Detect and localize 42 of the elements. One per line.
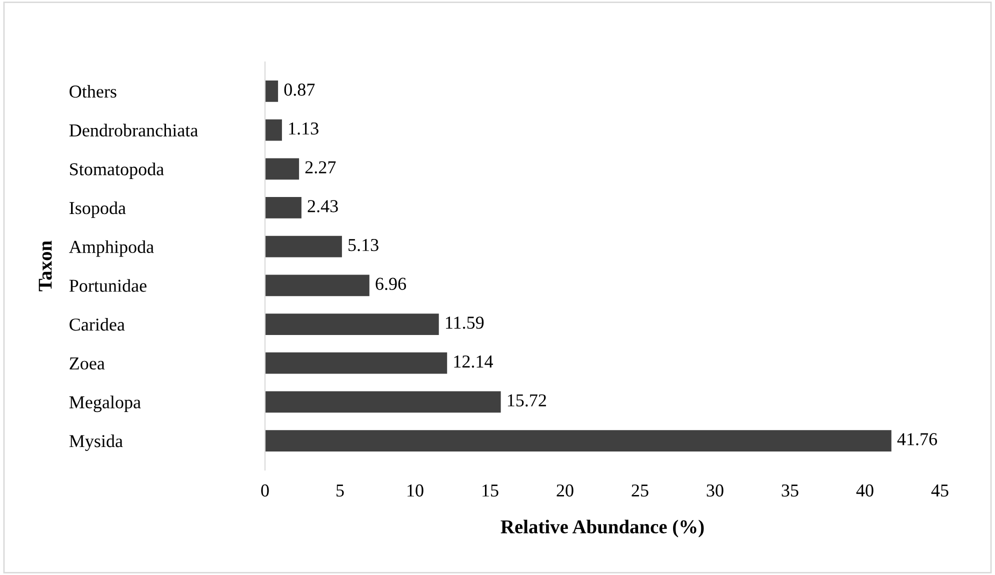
x-tick-label: 30 bbox=[706, 484, 724, 497]
y-tick-label: Others bbox=[70, 84, 116, 98]
bar bbox=[265, 352, 448, 374]
x-tick-label: 10 bbox=[408, 484, 424, 497]
data-label: 5.13 bbox=[348, 238, 378, 252]
y-axis-title: Taxon bbox=[38, 240, 52, 292]
data-label: 1.13 bbox=[289, 122, 318, 135]
bar bbox=[265, 119, 282, 141]
y-tick-label: Amphipoda bbox=[69, 240, 154, 257]
y-tick-label: Portunidae bbox=[69, 279, 146, 292]
bar bbox=[265, 430, 892, 452]
y-tick-label: Dendrobranchiata bbox=[69, 124, 198, 137]
x-tick-label: 20 bbox=[556, 484, 574, 497]
x-tick-label: 25 bbox=[632, 484, 648, 497]
data-label: 11.59 bbox=[446, 316, 484, 329]
y-tick-label: Zoea bbox=[70, 358, 105, 370]
x-tick-label: 5 bbox=[336, 484, 344, 497]
data-label: 12.14 bbox=[454, 355, 493, 368]
bar bbox=[265, 274, 370, 296]
bar bbox=[265, 391, 501, 413]
y-tick-label: Megalopa bbox=[69, 396, 141, 412]
y-tick-label: Isopoda bbox=[70, 201, 126, 218]
y-tick-label: Stomatopoda bbox=[70, 162, 164, 180]
x-axis-title: Relative Abundance (%) bbox=[500, 520, 704, 538]
x-tick-label: 35 bbox=[782, 484, 798, 497]
data-label: 0.87 bbox=[284, 84, 315, 96]
data-label: 6.96 bbox=[376, 278, 406, 290]
x-tick-label: 45 bbox=[931, 484, 948, 497]
data-label: 15.72 bbox=[508, 394, 546, 407]
y-tick-label: Caridea bbox=[70, 318, 125, 331]
data-label: 2.27 bbox=[305, 161, 336, 174]
bar bbox=[265, 314, 439, 335]
x-tick-label: 0 bbox=[261, 484, 269, 497]
bar bbox=[265, 80, 278, 102]
data-label: 2.43 bbox=[308, 200, 338, 212]
x-tick-label: 15 bbox=[482, 484, 498, 497]
bar bbox=[265, 197, 302, 218]
y-tick-label: Mysida bbox=[69, 434, 123, 451]
bar bbox=[265, 236, 342, 258]
bar bbox=[265, 158, 300, 180]
x-tick-label: 40 bbox=[856, 484, 874, 497]
data-label: 41.76 bbox=[897, 433, 938, 446]
